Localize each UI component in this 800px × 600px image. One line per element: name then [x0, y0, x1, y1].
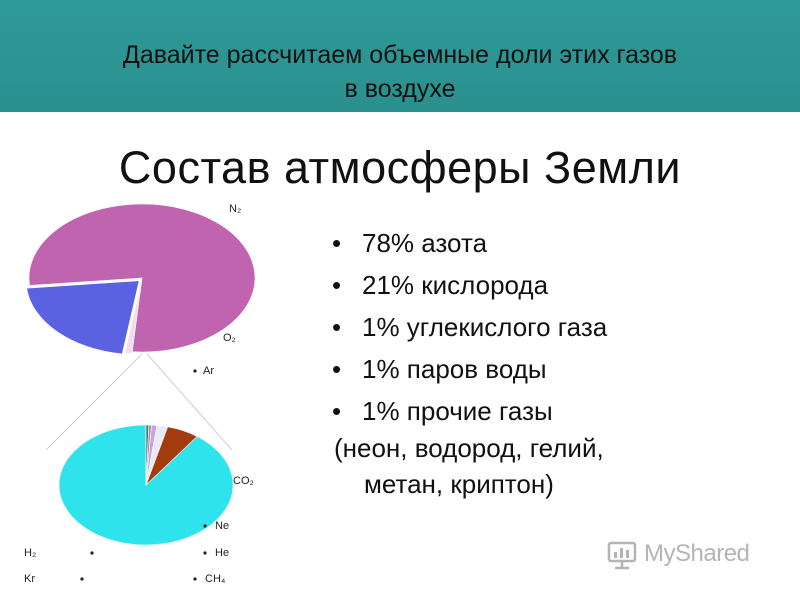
bullet-item: • 1% углекислого газа: [332, 306, 792, 348]
bullet-text: 1% прочие газы: [362, 396, 553, 426]
header-title-line2: в воздухе: [344, 75, 456, 103]
pie-label-n2: N₂: [229, 203, 241, 215]
bullet-dot-icon: •: [332, 312, 342, 342]
pie-labels: N₂ O₂ Ar CO₂ Ne He CH₄ Kr H₂: [24, 203, 254, 585]
bullet-list: • 78% азота • 21% кислорода • 1% углекислог…: [332, 222, 792, 432]
bullet-item: • 78% азота: [332, 222, 792, 264]
slide-title: Состав атмосферы Земли: [118, 142, 682, 193]
header-title: Давайте рассчитаем объемные доли этих га…: [20, 38, 780, 106]
watermark: MyShared: [606, 536, 750, 572]
note-line2: метан, криптон): [364, 469, 554, 499]
bullet-item: • 1% паров воды: [332, 348, 792, 390]
bullet-dot-icon: •: [332, 396, 342, 426]
zoom-connector-lines: [45, 353, 233, 451]
label-dot-ne: [203, 524, 207, 528]
label-dot-he: [203, 551, 207, 555]
label-dot-kr: [80, 577, 84, 581]
header-banner: Давайте рассчитаем объемные доли этих га…: [0, 0, 800, 112]
bullet-text: 1% паров воды: [362, 354, 547, 384]
pie-label-kr: Kr: [24, 573, 35, 585]
pie-label-ch4: CH₄: [205, 573, 226, 585]
myshared-logo-icon: [607, 541, 637, 570]
bullet-dot-icon: •: [332, 228, 342, 258]
watermark-text: MyShared: [644, 540, 750, 567]
bullet-text: 21% кислорода: [362, 270, 549, 300]
bullet-item: • 1% прочие газы: [332, 390, 792, 432]
bullet-dot-icon: •: [332, 270, 342, 300]
pie-label-ne: Ne: [215, 520, 229, 532]
pie-label-h2: H₂: [24, 547, 36, 559]
pie-slice-o2: [26, 280, 140, 355]
pie-slice-n2: [28, 203, 256, 353]
pie-label-o2: O₂: [223, 332, 236, 344]
note-line1: (неон, водород, гелий,: [334, 433, 604, 463]
pie-label-co2: CO₂: [233, 475, 254, 487]
pie-chart-air: [26, 203, 256, 355]
pie-chart-other-gases: [58, 424, 234, 546]
bullet-dot-icon: •: [332, 354, 342, 384]
header-title-line1: Давайте рассчитаем объемные доли этих га…: [122, 41, 678, 69]
bullet-item: • 21% кислорода: [332, 264, 792, 306]
pie-label-he: He: [215, 547, 229, 559]
label-dot-h2: [90, 551, 94, 555]
label-dot-ar: [193, 369, 197, 373]
other-gases-note: (неон, водород, гелий, метан, криптон): [334, 430, 754, 502]
bullet-text: 1% углекислого газа: [362, 312, 608, 342]
pie-label-ar: Ar: [203, 365, 214, 377]
label-dot-ch4: [193, 577, 197, 581]
pie-slice-ar: [124, 279, 143, 355]
bullet-text: 78% азота: [362, 228, 488, 258]
pie-slice-h2: [145, 424, 150, 486]
